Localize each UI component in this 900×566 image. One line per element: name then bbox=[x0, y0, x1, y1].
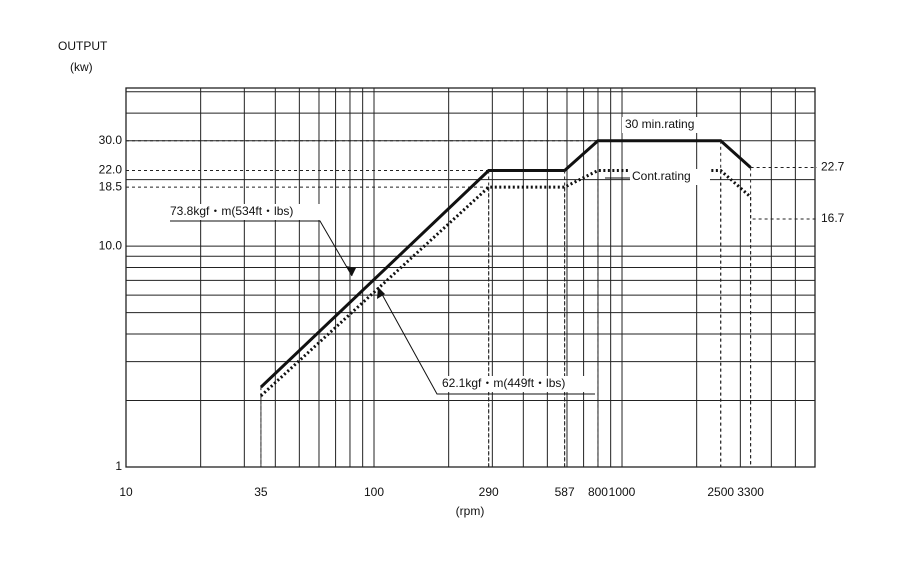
y-tick-label: 30.0 bbox=[99, 133, 123, 147]
arrow-head bbox=[377, 287, 385, 299]
y-axis-unit: (kw) bbox=[70, 60, 93, 74]
legend-label: 30 min.rating bbox=[625, 117, 694, 131]
x-tick-label: 35 bbox=[254, 485, 268, 499]
grid bbox=[125, 87, 816, 468]
arrow-head bbox=[346, 266, 356, 276]
y-axis-label: OUTPUT bbox=[58, 39, 108, 53]
end-value-label: 16.7 bbox=[821, 211, 845, 225]
x-tick-label: 800 bbox=[588, 485, 608, 499]
annotation: 62.1kgf・m(449ft・lbs) bbox=[442, 376, 565, 390]
label-bg bbox=[630, 169, 710, 185]
y-tick-label: 1 bbox=[115, 459, 122, 473]
annotations: 73.8kgf・m(534ft・lbs) 62.1kgf・m(449ft・lbs… bbox=[168, 117, 712, 395]
label-bg bbox=[622, 117, 712, 133]
y-tick-label: 18.5 bbox=[99, 179, 123, 193]
y-tick-label: 10.0 bbox=[99, 238, 123, 252]
series-line bbox=[259, 169, 752, 397]
end-value-label: 22.7 bbox=[821, 160, 845, 174]
x-tick-label: 587 bbox=[555, 485, 575, 499]
marks bbox=[126, 139, 817, 467]
label-leader bbox=[750, 196, 817, 220]
x-tick-label: 2500 bbox=[707, 485, 734, 499]
plot-frame bbox=[125, 87, 816, 468]
leader-line bbox=[377, 286, 595, 395]
x-tick-label: 3300 bbox=[737, 485, 764, 499]
x-tick-label: 1000 bbox=[609, 485, 636, 499]
x-tick-label: 100 bbox=[364, 485, 384, 499]
x-tick-label: 290 bbox=[479, 485, 499, 499]
y-tick-label: 22.0 bbox=[99, 163, 123, 177]
leader-line bbox=[170, 220, 353, 277]
label-bg bbox=[168, 204, 326, 220]
label-bg bbox=[440, 376, 590, 392]
annotation: 73.8kgf・m(534ft・lbs) bbox=[170, 204, 293, 218]
x-axis-label: (rpm) bbox=[456, 504, 485, 518]
series-line bbox=[259, 139, 752, 389]
legend-label: Cont.rating bbox=[632, 169, 691, 183]
x-tick-label: 10 bbox=[119, 485, 133, 499]
